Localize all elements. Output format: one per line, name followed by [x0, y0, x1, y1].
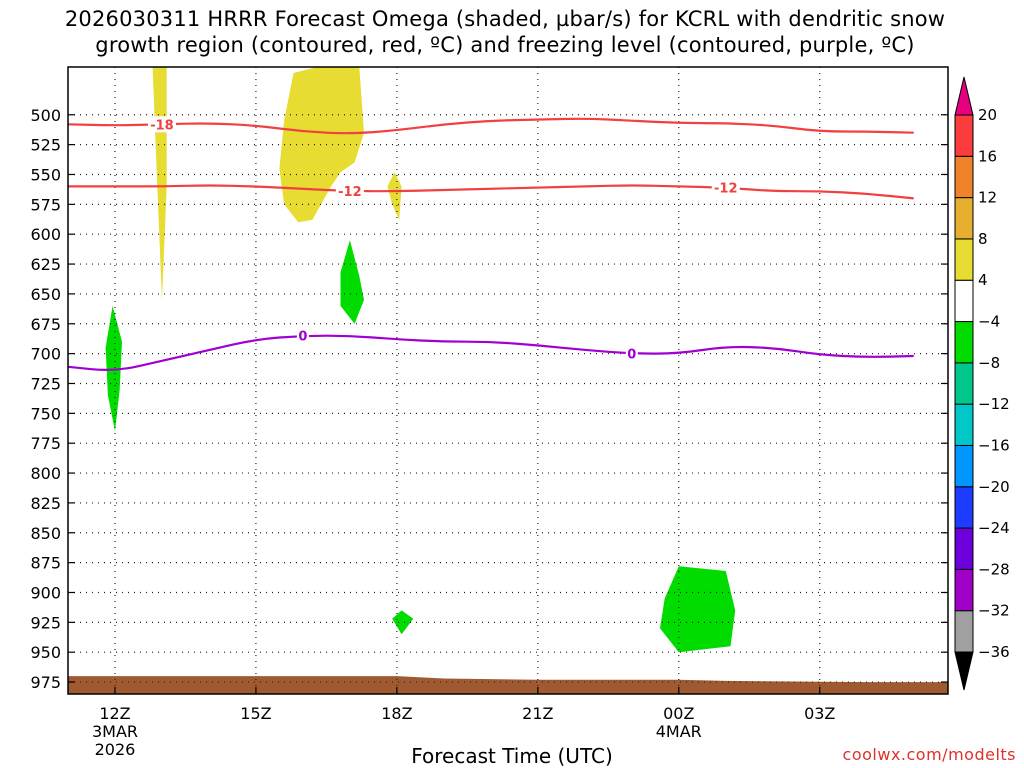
colorbar-label: 12: [978, 189, 997, 207]
colorbar-label: 8: [978, 230, 988, 248]
y-tick-label: 675: [30, 315, 61, 334]
terrain-fill: [68, 676, 948, 694]
y-tick-label: 550: [30, 165, 61, 184]
omega-region-0: [152, 67, 167, 300]
colorbar-label: −12: [978, 395, 1010, 413]
colorbar-box: [954, 321, 974, 364]
y-tick-label: 625: [30, 255, 61, 274]
x-tick-label: 00Z: [663, 704, 694, 723]
y-tick-label: 650: [30, 285, 61, 304]
omega-shading: [105, 67, 736, 653]
y-tick-label: 950: [30, 643, 61, 662]
colorbar-label: −8: [978, 354, 1000, 372]
y-tick-label: 500: [30, 106, 61, 125]
colorbar-label: 4: [978, 271, 988, 289]
colorbar-box: [954, 279, 974, 323]
chart-title-line2: growth region (contoured, red, ºC) and f…: [95, 33, 915, 57]
colorbar-box: [954, 568, 974, 612]
y-tick-label: 775: [30, 434, 61, 453]
x-axis-label: Forecast Time (UTC): [411, 744, 613, 768]
y-tick-label: 600: [30, 225, 61, 244]
contour-minus12-label: -12: [714, 182, 738, 197]
freezing-level-line-label-bg: [625, 345, 638, 362]
omega-region-6: [660, 566, 736, 653]
colorbar-box: [954, 610, 974, 653]
omega-region-5: [392, 610, 414, 635]
freezing-level-line-label: 0: [627, 348, 636, 363]
colorbar-box: [954, 155, 974, 199]
colorbar-label: −16: [978, 436, 1010, 454]
colorbar: −36 −32 −28 −24 −20 −16 −12 −8 −4 4 8 12 16 20: [954, 76, 1010, 691]
colorbar-box: [954, 403, 974, 446]
contour-minus18-label-bg: [147, 116, 176, 133]
source-credit[interactable]: coolwx.com/modelts: [842, 745, 1016, 764]
chart-title-line1: 2026030311 HRRR Forecast Omega (shaded, …: [64, 7, 946, 31]
colorbar-label: −4: [978, 313, 1000, 331]
x-tick-sublabel: 4MAR: [656, 722, 702, 741]
colorbar-label: −32: [978, 602, 1010, 620]
contour-minus12-group: -12 -12: [68, 179, 914, 200]
contour-minus12-label-bg: [335, 183, 364, 200]
y-tick-label: 525: [30, 136, 61, 155]
y-tick-label: 900: [30, 583, 61, 602]
colorbar-box: [954, 444, 974, 488]
y-axis: 500 525 550 575 600 625 650 675 700 725 750 775 800 8…: [30, 106, 948, 692]
freezing-level-line: [68, 334, 914, 371]
x-tick-label: 03Z: [804, 704, 835, 723]
colorbar-label: −28: [978, 560, 1010, 578]
chart-title: 2026030311 HRRR Forecast Omega (shaded, …: [0, 6, 1010, 58]
x-tick-label: 21Z: [522, 704, 553, 723]
omega-region-3: [340, 240, 364, 324]
omega-region-1: [279, 67, 364, 223]
colorbar-label: 16: [978, 147, 997, 165]
colorbar-label: −24: [978, 519, 1010, 537]
colorbar-label: −20: [978, 478, 1010, 496]
grid-lines: [68, 67, 948, 694]
freezing-level-line-label-bg: [296, 327, 309, 344]
y-tick-label: 875: [30, 554, 61, 573]
contour-minus12-label: -12: [338, 185, 362, 200]
colorbar-arrow-bottom: [954, 651, 974, 691]
contour-minus18-label: -18: [150, 118, 174, 133]
y-tick-label: 800: [30, 464, 61, 483]
y-tick-label: 575: [30, 195, 61, 214]
y-tick-label: 925: [30, 613, 61, 632]
colorbar-box: [954, 486, 974, 529]
omega-region-2: [387, 172, 402, 220]
contour-minus18-group: -18: [68, 116, 914, 135]
colorbar-box: [954, 197, 974, 240]
y-tick-label: 750: [30, 404, 61, 423]
contour-minus12-label-bg: [711, 179, 740, 196]
plot-frame: [67, 66, 949, 695]
x-tick-label: 12Z: [99, 704, 130, 723]
colorbar-arrow-top: [954, 76, 974, 116]
colorbar-box: [954, 527, 974, 570]
y-tick-label: 975: [30, 673, 61, 692]
y-tick-label: 700: [30, 345, 61, 364]
colorbar-box: [954, 362, 974, 405]
y-tick-label: 825: [30, 494, 61, 513]
contour-minus18: [68, 117, 914, 135]
colorbar-box: [954, 114, 974, 157]
colorbar-box: [954, 238, 974, 281]
y-tick-label: 725: [30, 374, 61, 393]
x-tick-sublabel: 3MAR: [92, 722, 138, 741]
colorbar-label: 20: [978, 106, 997, 124]
freezing-level-line-group: 00: [68, 327, 914, 371]
contour-minus12: [68, 184, 914, 200]
x-tick-sublabel: 2026: [95, 740, 136, 759]
colorbar-label: −36: [978, 643, 1010, 661]
y-tick-label: 850: [30, 524, 61, 543]
freezing-level-line-label: 0: [298, 330, 307, 345]
x-tick-label: 18Z: [381, 704, 412, 723]
x-tick-label: 15Z: [240, 704, 271, 723]
